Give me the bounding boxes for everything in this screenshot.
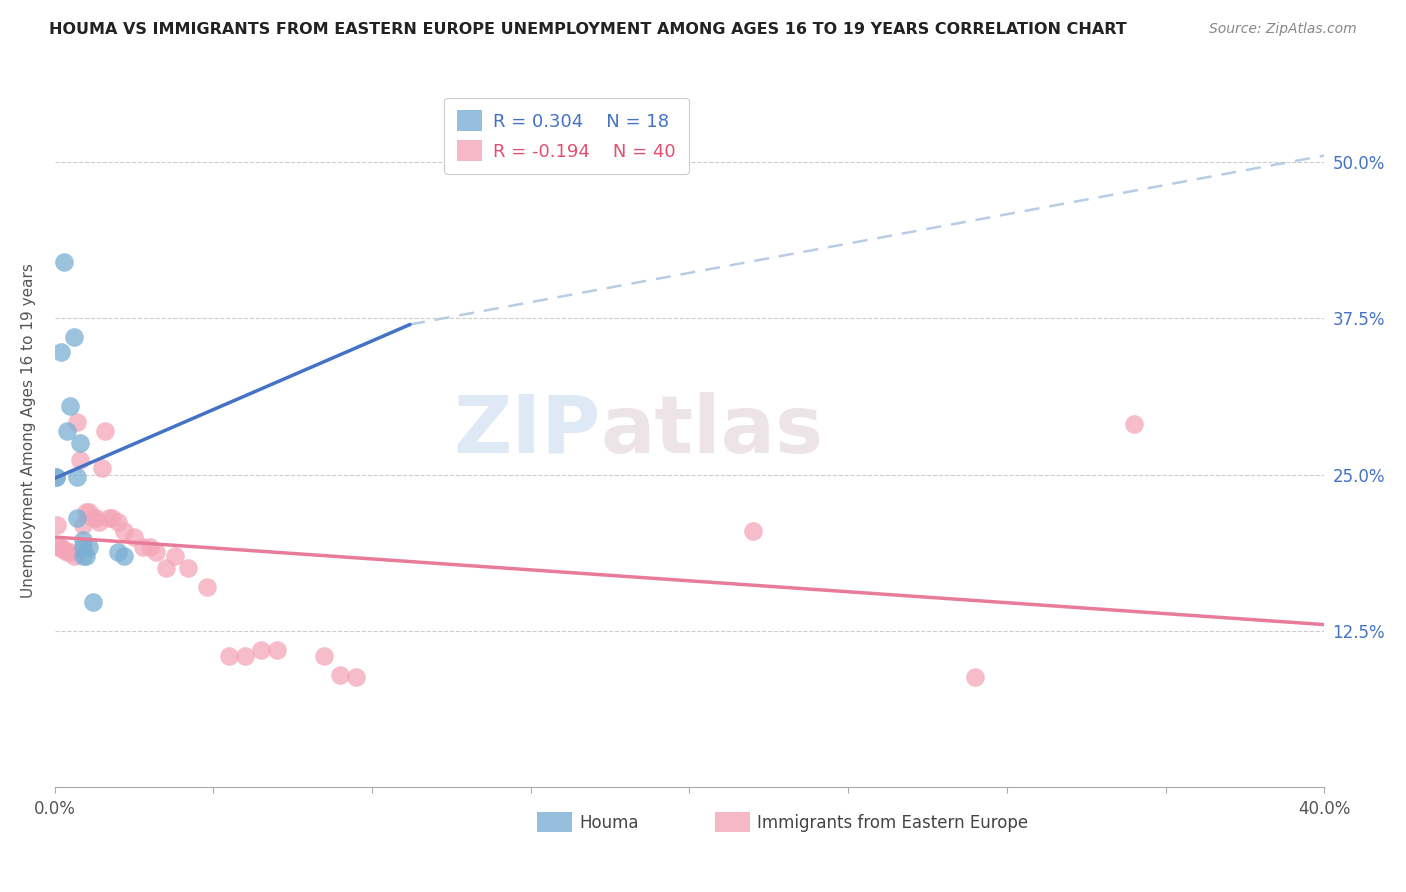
Point: [122, 530, 145, 544]
Text: Source: ZipAtlas.com: Source: ZipAtlas.com: [1209, 22, 1357, 37]
Point: [56, 545, 79, 559]
Legend: R = 0.304    N = 18, R = -0.194    N = 40: R = 0.304 N = 18, R = -0.194 N = 40: [444, 97, 689, 174]
Point: [69, 436, 91, 450]
Point: [82, 511, 104, 525]
Point: [112, 524, 135, 538]
Point: [97, 511, 120, 525]
Point: [45, 470, 67, 484]
Point: [53, 255, 76, 269]
Point: [72, 549, 94, 563]
Point: [75, 549, 97, 563]
Point: [195, 580, 218, 594]
Point: [49, 345, 72, 359]
Text: ZIP: ZIP: [453, 392, 600, 470]
Point: [48, 540, 70, 554]
Point: [75, 505, 97, 519]
Point: [329, 667, 352, 681]
Point: [250, 642, 273, 657]
Point: [266, 642, 288, 657]
Text: Houma: Houma: [579, 814, 638, 832]
Point: [132, 540, 155, 554]
Point: [72, 533, 94, 547]
Point: [344, 670, 367, 684]
Point: [165, 549, 187, 563]
Point: [66, 415, 89, 429]
Point: [155, 561, 177, 575]
Point: [66, 470, 89, 484]
Point: [79, 540, 101, 554]
Point: [72, 540, 94, 554]
Point: [741, 524, 763, 538]
Point: [177, 561, 200, 575]
Point: [66, 511, 89, 525]
Point: [139, 540, 162, 554]
Point: [72, 517, 94, 532]
Point: [82, 595, 104, 609]
Point: [100, 511, 122, 525]
Point: [46, 540, 69, 554]
Point: [62, 549, 84, 563]
Text: atlas: atlas: [600, 392, 824, 470]
Point: [87, 515, 110, 529]
Point: [107, 515, 129, 529]
Point: [94, 424, 117, 438]
Point: [49, 540, 72, 554]
Point: [233, 648, 256, 663]
Point: [53, 542, 76, 557]
Point: [62, 330, 84, 344]
Point: [59, 545, 82, 559]
Point: [965, 670, 987, 684]
Text: Immigrants from Eastern Europe: Immigrants from Eastern Europe: [756, 814, 1028, 832]
Point: [218, 648, 240, 663]
Point: [79, 505, 101, 519]
Point: [145, 545, 167, 559]
Point: [1122, 417, 1144, 432]
Point: [91, 461, 114, 475]
Text: HOUMA VS IMMIGRANTS FROM EASTERN EUROPE UNEMPLOYMENT AMONG AGES 16 TO 19 YEARS C: HOUMA VS IMMIGRANTS FROM EASTERN EUROPE …: [49, 22, 1128, 37]
Point: [56, 424, 79, 438]
Point: [59, 399, 82, 413]
Point: [69, 452, 91, 467]
Point: [84, 511, 107, 525]
Point: [107, 545, 129, 559]
Y-axis label: Unemployment Among Ages 16 to 19 years: Unemployment Among Ages 16 to 19 years: [21, 263, 35, 599]
Point: [314, 648, 336, 663]
Point: [46, 517, 69, 532]
Point: [112, 549, 135, 563]
Point: [45, 470, 67, 484]
